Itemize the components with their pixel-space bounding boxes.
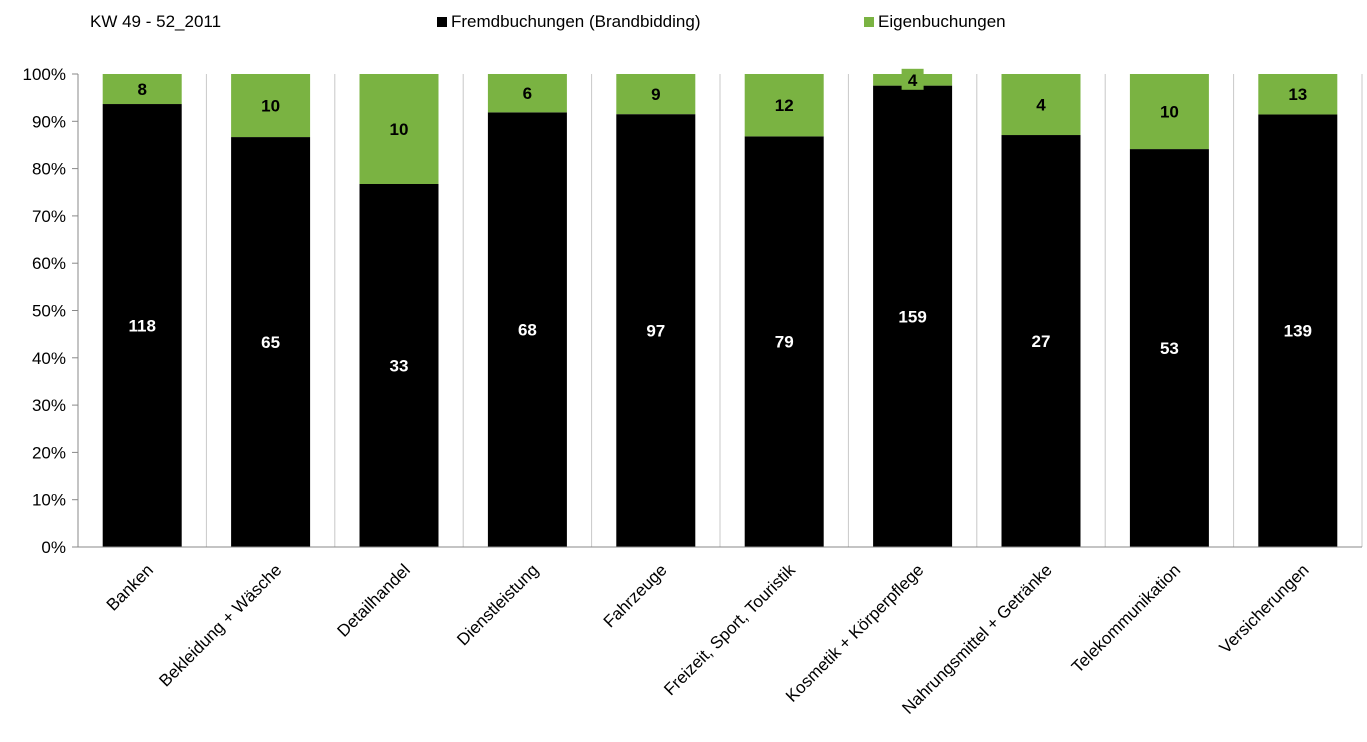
data-label-background (901, 68, 924, 90)
legend-item-eigenbuchungen: Eigenbuchungen (864, 12, 1006, 32)
bar-fremdbuchungen (616, 114, 696, 548)
y-tick-label: 70% (32, 207, 66, 226)
y-tick-label: 90% (32, 112, 66, 131)
bar-fremdbuchungen (744, 136, 824, 547)
bar-eigenbuchungen (1129, 74, 1209, 150)
y-tick-label: 60% (32, 254, 66, 273)
data-label: 13 (1288, 85, 1307, 104)
legend-label-eigenbuchungen: Eigenbuchungen (878, 12, 1006, 31)
y-tick-label: 30% (32, 396, 66, 415)
bar-fremdbuchungen (487, 112, 567, 547)
bar-fremdbuchungen (231, 137, 311, 548)
y-tick-label: 10% (32, 491, 66, 510)
x-tick-label: Detailhandel (334, 560, 414, 640)
data-label: 139 (1284, 322, 1312, 341)
data-label: 79 (775, 333, 794, 352)
y-tick-label: 50% (32, 302, 66, 321)
data-label: 8 (137, 80, 146, 99)
bar-eigenbuchungen (487, 74, 567, 113)
x-tick-label: Banken (103, 560, 157, 614)
data-label: 27 (1032, 332, 1051, 351)
bar-fremdbuchungen (1129, 149, 1209, 548)
data-label: 4 (1036, 96, 1046, 115)
bar-eigenbuchungen (1001, 74, 1081, 136)
x-tick-label: Telekommunikation (1068, 560, 1184, 676)
data-label: 68 (518, 321, 537, 340)
bar-eigenbuchungen (1258, 74, 1338, 115)
bar-eigenbuchungen (231, 74, 311, 138)
bar-fremdbuchungen (1258, 114, 1338, 547)
x-tick-label: Versicherungen (1216, 560, 1313, 657)
data-label: 12 (775, 96, 794, 115)
y-tick-label: 0% (41, 538, 66, 557)
data-label: 6 (523, 84, 532, 103)
data-label: 10 (390, 120, 409, 139)
y-tick-label: 40% (32, 349, 66, 368)
x-tick-label: Bekleidung + Wäsche (155, 560, 285, 690)
x-tick-label: Freizeit, Sport, Touristik (660, 560, 799, 699)
data-label: 10 (261, 97, 280, 116)
y-tick-label: 20% (32, 443, 66, 462)
x-tick-label: Fahrzeuge (600, 560, 671, 631)
data-label: 4 (908, 71, 918, 90)
data-label: 10 (1160, 103, 1179, 122)
bar-fremdbuchungen (359, 184, 439, 547)
data-label: 97 (646, 322, 665, 341)
data-label: 65 (261, 333, 280, 352)
legend-label-fremdbuchungen: Fremdbuchungen (Brandbidding) (451, 12, 701, 31)
bar-fremdbuchungen (102, 104, 182, 548)
y-tick-label: 80% (32, 160, 66, 179)
bar-eigenbuchungen (616, 74, 696, 115)
bar-eigenbuchungen (359, 74, 439, 184)
data-label: 159 (898, 307, 926, 326)
bar-fremdbuchungen (1001, 135, 1081, 547)
x-tick-label: Kosmetik + Körperpflege (782, 560, 927, 705)
data-label: 53 (1160, 339, 1179, 358)
data-label: 9 (651, 85, 660, 104)
legend-swatch-fremdbuchungen (437, 17, 447, 27)
bar-eigenbuchungen (744, 74, 824, 137)
bar-fremdbuchungen (873, 85, 953, 547)
x-tick-label: Nahrungsmittel + Getränke (898, 560, 1055, 717)
legend-swatch-eigenbuchungen (864, 17, 874, 27)
y-tick-label: 100% (23, 65, 66, 84)
legend-item-fremdbuchungen: Fremdbuchungen (Brandbidding) (437, 12, 701, 32)
data-label: 118 (128, 317, 155, 336)
x-tick-label: Dienstleistung (453, 560, 542, 649)
bar-eigenbuchungen (102, 74, 182, 105)
chart-subtitle: KW 49 - 52_2011 (90, 12, 222, 31)
data-label: 33 (390, 357, 409, 376)
